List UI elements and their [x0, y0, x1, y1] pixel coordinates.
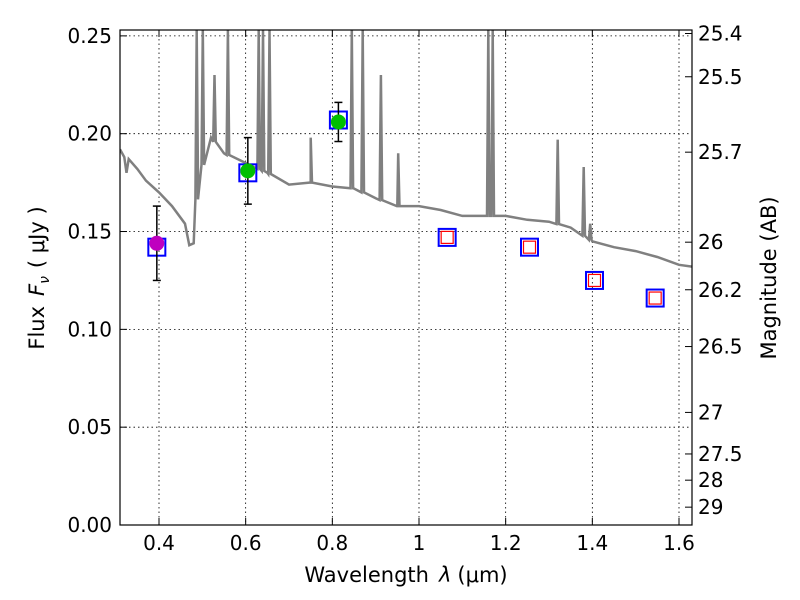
observed-point: [240, 163, 256, 179]
model-box-marker: [437, 227, 457, 247]
model-box-marker: [520, 237, 539, 257]
y-tick-label: 0.05: [67, 415, 112, 439]
mag-tick-label: 27.5: [698, 442, 743, 466]
y2-axis-title: Magnitude (AB): [757, 196, 781, 359]
tick-layer: 0.4 0.6 0.8 1 1.2 1.4 1.6 0.00 0.05 0.10 0.15 0.20 0…: [67, 22, 742, 555]
x-tick-label: 0.6: [230, 531, 262, 555]
mag-tick-label: 25.4: [698, 22, 743, 46]
nondetection-marker: [440, 230, 454, 244]
mag-tick-label: 26: [698, 230, 723, 254]
mag-tick-label: 28: [698, 468, 723, 492]
x-tick-label: 1.4: [576, 531, 608, 555]
y-tick-label: 0.15: [67, 220, 112, 244]
y-tick-label: 0.25: [67, 24, 112, 48]
observed-point: [330, 114, 346, 130]
spectrum-layer: [120, 30, 692, 268]
model-spectrum-line: [120, 30, 692, 268]
mag-tick-label: 25.5: [698, 65, 743, 89]
x-tick-label: 1.2: [490, 531, 522, 555]
nondetection-marker: [587, 273, 602, 288]
nondetection-marker: [522, 240, 537, 254]
mag-tick-label: 26.5: [698, 335, 743, 359]
nondetection-marker: [648, 291, 662, 305]
plot-frame: [119, 29, 693, 526]
x-tick-label: 1.6: [663, 531, 695, 555]
x-tick-label: 0.4: [143, 531, 175, 555]
model-box-marker: [645, 288, 665, 308]
model-box-marker: [585, 270, 604, 290]
observed-point: [149, 235, 165, 251]
x-axis-title: Wavelength λ (μm): [304, 563, 507, 587]
mag-tick-label: 27: [698, 400, 723, 424]
x-tick-label: 1: [413, 531, 426, 555]
y-tick-label: 0.10: [67, 317, 112, 341]
mag-tick-label: 25.7: [698, 140, 743, 164]
mag-tick-label: 29: [698, 495, 723, 519]
mag-tick-label: 26.2: [698, 278, 743, 302]
y-tick-label: 0.20: [67, 122, 112, 146]
marker-layer: [147, 101, 665, 308]
y-axis-title: FluxFν( μJy ): [25, 206, 53, 349]
grid-layer: [120, 30, 692, 526]
y-tick-label: 0.00: [67, 513, 112, 537]
x-tick-label: 0.8: [316, 531, 348, 555]
